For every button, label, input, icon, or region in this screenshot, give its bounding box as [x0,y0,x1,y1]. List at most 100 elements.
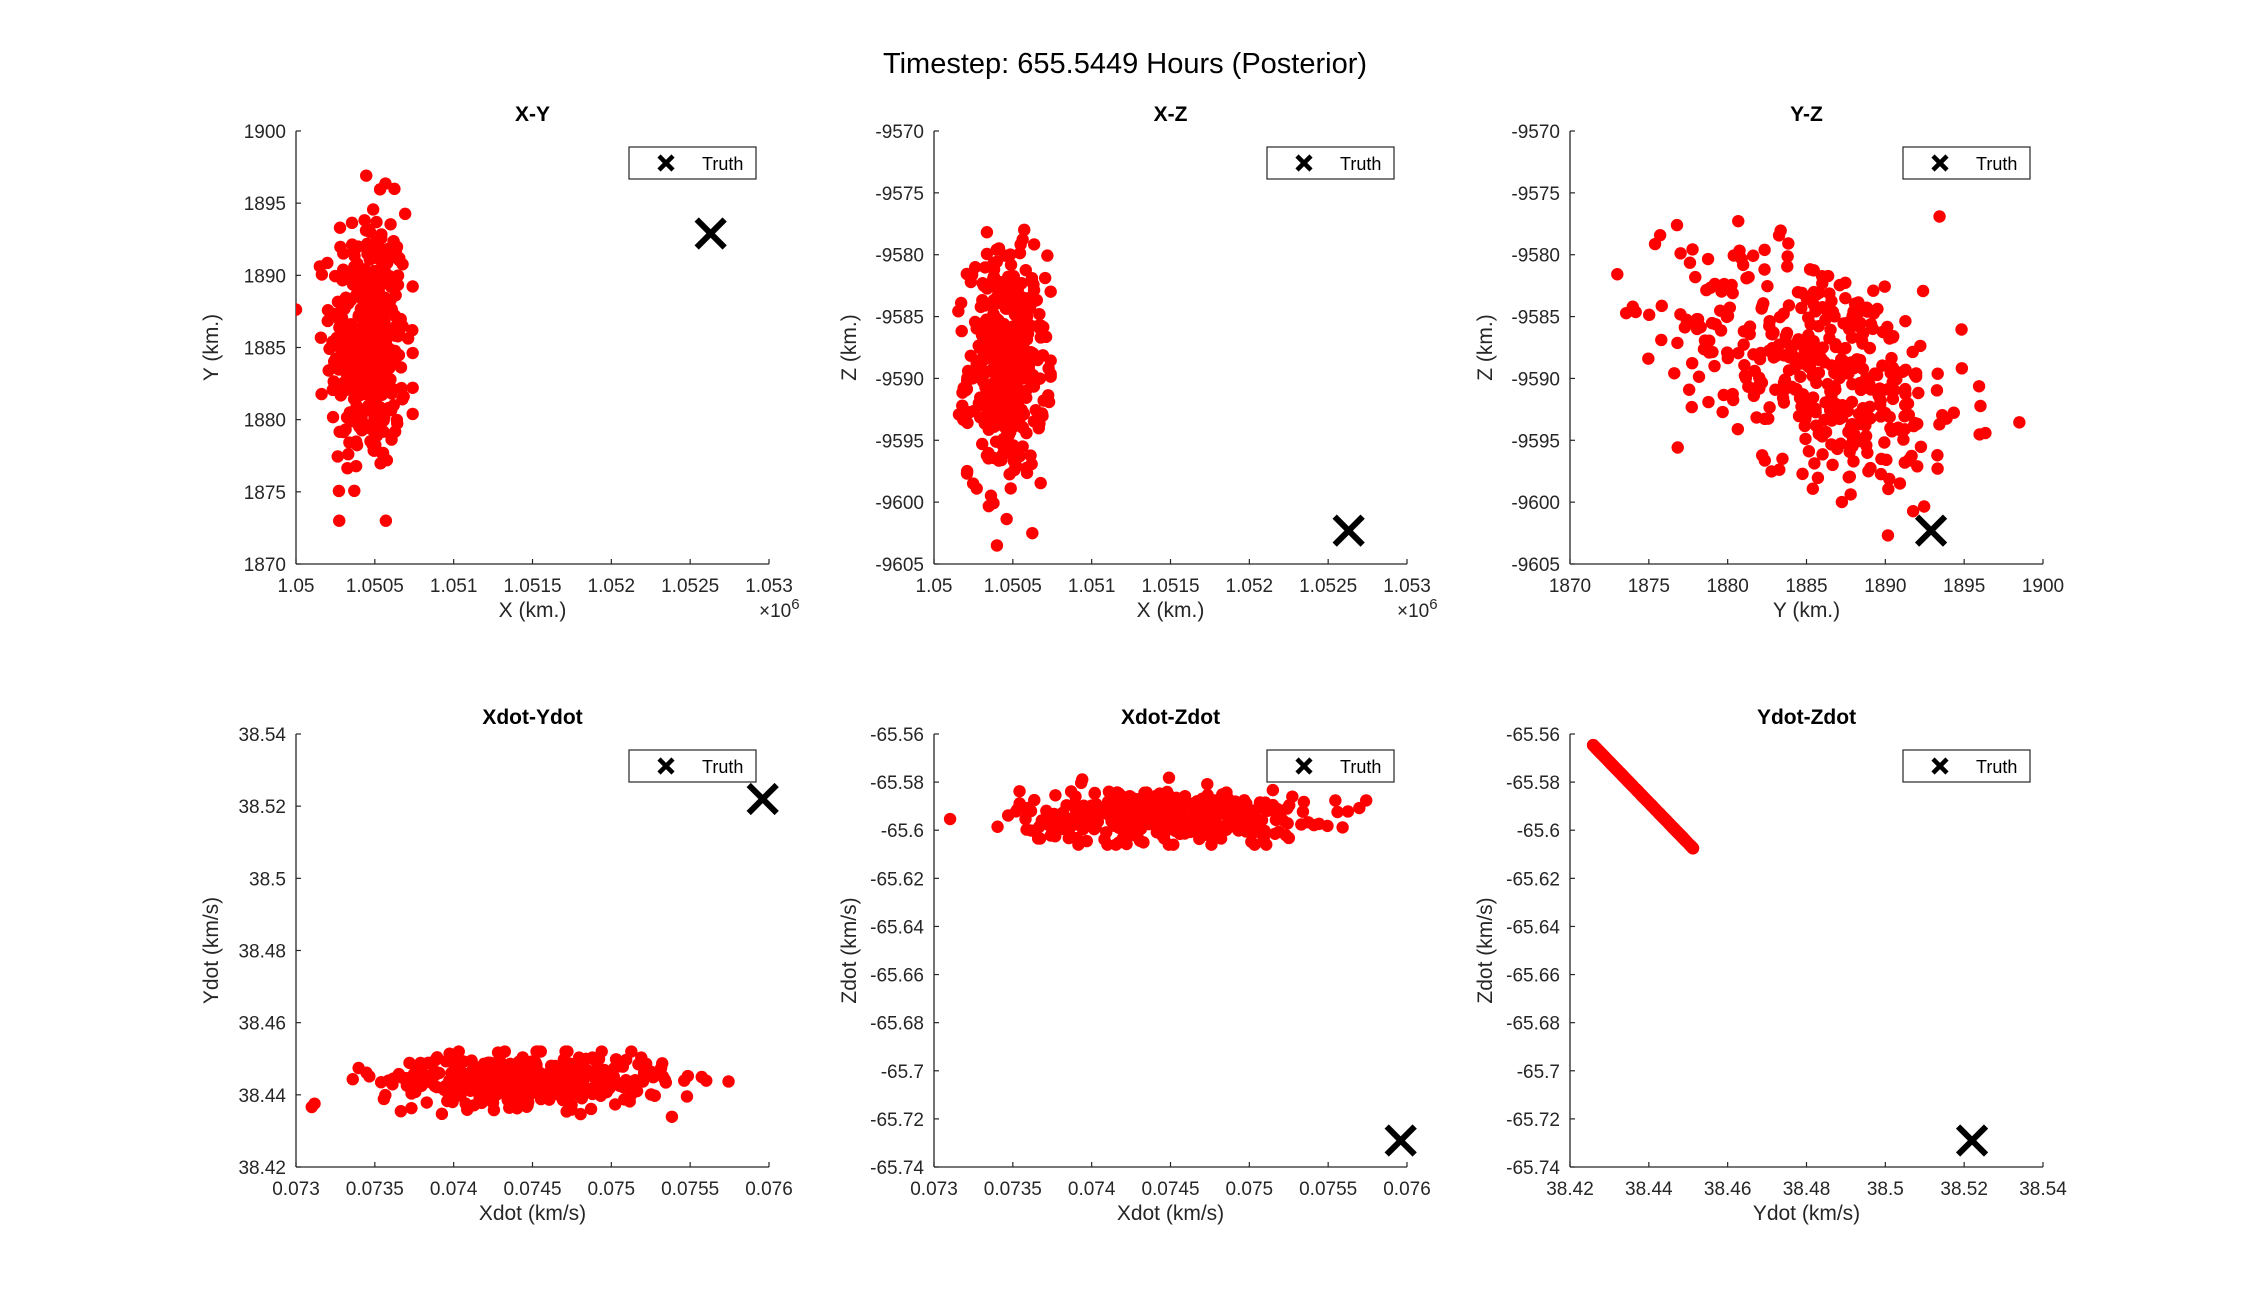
y-tick-label: -9595 [875,431,924,452]
particle-point [406,280,419,293]
x-tick-label: 0.0745 [1141,1179,1199,1200]
x-axis-label: X (km.) [499,599,567,622]
particle-point [1031,353,1044,367]
particle-point [1027,238,1041,251]
x-tick-label: 0.073 [272,1179,320,1200]
particle-point [1897,433,1910,446]
particle-point [589,1054,602,1068]
particle-point [1933,418,1946,431]
particle-point [566,1088,579,1102]
particle-point [1226,814,1239,827]
particle-point [955,324,968,338]
particle-point [1769,383,1782,396]
particle-point [1655,299,1668,313]
particle-point [1030,293,1043,307]
particle-point [391,269,405,282]
particle-point [1153,810,1166,823]
y-tick-label: -65.56 [870,725,924,746]
particle-point [391,330,405,343]
particle-point [1782,237,1795,250]
particle-point [1005,299,1018,312]
particle-point [990,320,1004,333]
particle-point [1665,819,1678,833]
particle-point [1774,224,1787,237]
particle-point [1878,436,1891,449]
particle-point [1767,351,1780,364]
x-tick-label: 1.0505 [984,576,1042,597]
particle-point [1911,417,1924,431]
particle-point [363,1070,376,1083]
legend-truth-marker [1295,757,1313,775]
truth-marker [1384,1124,1417,1157]
particle-point [384,302,397,315]
particle-point [1062,812,1075,826]
particle-point [399,1071,413,1085]
particle-point [1898,423,1911,436]
particle-point [1715,285,1728,298]
particle-point [1064,785,1078,798]
y-tick-label: -65.62 [870,869,924,890]
y-tick-label: -65.7 [881,1062,924,1083]
particle-point [964,275,978,289]
particle-point [321,303,335,317]
legend-box [1902,749,2031,783]
particle-point [1778,373,1792,386]
particle-point [336,381,349,394]
particle-point [1248,814,1261,828]
truth-marker [1914,514,1948,547]
particle-point [1856,362,1870,376]
y-tick-label: -9580 [1511,246,1560,267]
subplot-x-z: 1.05 1.0505 1.051 1.0515 1.052 1.0525 1.053 -96… [838,103,1438,622]
y-tick-label: -9605 [875,555,924,576]
particle-point [362,223,375,236]
y-tick-label: -65.56 [1506,725,1560,746]
particle-point [425,1076,438,1090]
x-axis-label: Xdot (km/s) [479,1202,586,1225]
particle-point [351,377,364,391]
particle-point [987,410,1001,423]
particle-point [1026,526,1039,540]
particle-point [1714,324,1728,337]
x-axis-label: Ydot (km/s) [1753,1202,1860,1225]
particle-point [1885,351,1898,365]
y-tick-label: -9585 [875,308,924,329]
particle-point [1611,268,1624,281]
particle-point [1211,807,1225,821]
particle-point [1881,320,1894,334]
legend-label: Truth [1976,757,2017,777]
particle-point [970,482,983,495]
particle-point [1878,280,1891,293]
legend-box [628,749,757,783]
particle-point [548,1084,561,1097]
particle-point [648,1089,661,1102]
particle-point [429,1065,443,1079]
particle-point [1720,310,1734,324]
x-tick-label: 1.0515 [503,576,561,597]
particle-point [1802,360,1815,373]
particle-point [978,261,992,274]
y-axis-label: Z (km.) [1474,314,1497,380]
particle-point [1004,482,1017,495]
x-tick-label: 1900 [2022,576,2064,597]
particle-point [1893,477,1907,490]
particle-point [574,1075,587,1089]
truth-marker [1955,1124,1989,1157]
particle-point [625,1045,638,1058]
particle-point [574,1107,587,1121]
particle-point [1850,353,1864,366]
particle-point [1689,270,1702,284]
subplot-ydot-zdot: 38.42 38.44 38.46 38.48 38.5 38.52 38.54 -65.74… [1474,706,2067,1225]
particle-point [1024,449,1037,462]
particle-point [308,1097,321,1110]
particle-point [364,387,377,401]
truth-marker [746,782,779,816]
particle-point [375,228,388,241]
particle-point [1192,804,1206,818]
particle-point [1776,452,1789,466]
particle-point [1043,814,1056,827]
particle-point [391,278,405,292]
particle-point [1808,457,1821,470]
particle-point [1013,413,1026,427]
x-tick-label: 1895 [1943,576,1985,597]
particle-point [375,350,389,364]
